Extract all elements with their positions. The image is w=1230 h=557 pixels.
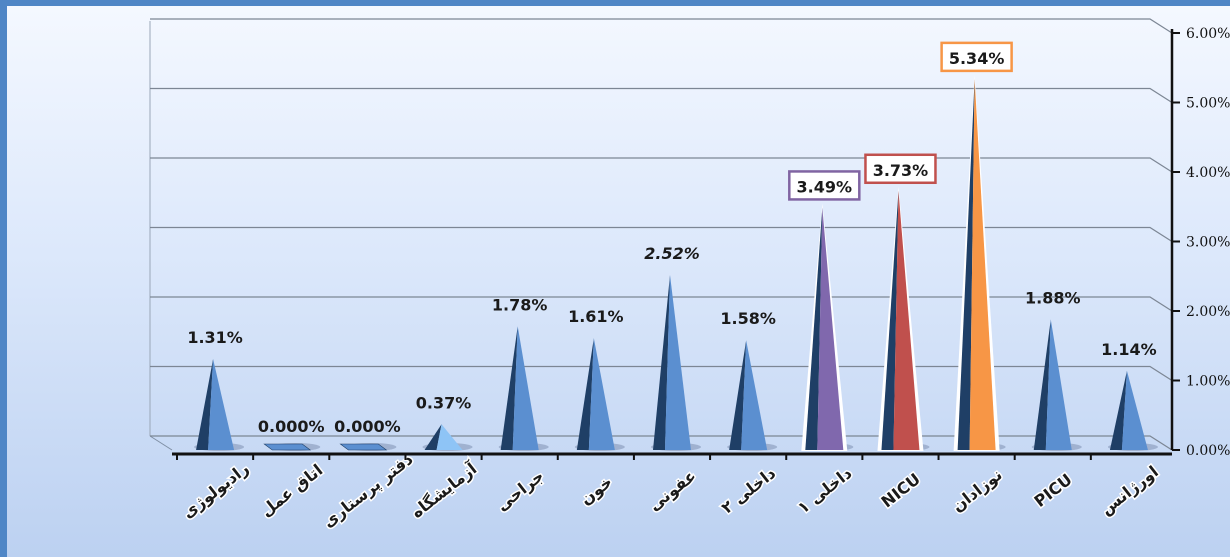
category-label-group: خون bbox=[575, 471, 617, 511]
category-label: NICU bbox=[878, 469, 924, 511]
category-label: جراحی bbox=[493, 466, 548, 515]
data-label-box bbox=[864, 153, 937, 185]
bar-face bbox=[436, 424, 463, 450]
gridline bbox=[150, 226, 1173, 243]
bar-face bbox=[1121, 370, 1148, 450]
data-label: 1.58% bbox=[720, 309, 776, 328]
category-label-group: دفتر پرستاری bbox=[317, 448, 418, 534]
gridline bbox=[150, 18, 1173, 34]
bar bbox=[339, 443, 388, 451]
category-label: دفتر پرستاری bbox=[319, 449, 417, 532]
bar bbox=[1109, 370, 1127, 450]
y-tick-label: 5.00% bbox=[1186, 96, 1230, 112]
data-label: 1.88% bbox=[1025, 288, 1081, 307]
category-label-group: نوزادان bbox=[947, 464, 1007, 518]
category-label-group: داخلی ۲ bbox=[716, 462, 781, 519]
data-label-box bbox=[940, 41, 1013, 73]
category-label-group: آزمایشگاه bbox=[405, 456, 482, 523]
y-tick-label: 0.00% bbox=[1186, 443, 1230, 459]
data-label: 0.37% bbox=[416, 393, 472, 412]
data-label: 1.14% bbox=[1101, 340, 1157, 359]
bar-face bbox=[969, 78, 996, 451]
bar bbox=[881, 190, 899, 450]
bar-face bbox=[741, 340, 768, 450]
bar bbox=[196, 358, 214, 450]
data-label: 1.61% bbox=[568, 307, 624, 326]
category-label-group: جراحی bbox=[491, 465, 549, 517]
category-label-group: داخلی ۱ bbox=[792, 462, 857, 519]
gridline bbox=[150, 365, 1173, 382]
chart-area: 0.00% 1.00% 2.00% 3.00% 4.00% 5.00% 6.00% 1.31%… bbox=[7, 6, 1230, 557]
bar bbox=[263, 443, 312, 451]
bar bbox=[805, 207, 823, 450]
y-tick-label: 6.00% bbox=[1186, 26, 1230, 42]
gridline bbox=[150, 87, 1173, 104]
data-label: 1.31% bbox=[187, 328, 243, 347]
bar bbox=[424, 424, 442, 450]
y-tick-label: 2.00% bbox=[1186, 304, 1230, 320]
bar bbox=[500, 326, 518, 450]
bar bbox=[729, 340, 747, 450]
gridline bbox=[150, 435, 1173, 451]
data-label: 1.78% bbox=[492, 295, 548, 314]
category-label: اتاق عمل bbox=[257, 460, 326, 520]
category-label: PICU bbox=[1031, 470, 1076, 511]
bar-face bbox=[208, 358, 235, 450]
gridline bbox=[150, 296, 1173, 312]
category-label: رادیولوژی bbox=[178, 459, 252, 523]
category-label: اورژانس bbox=[1097, 462, 1162, 519]
category-label-group: PICU bbox=[1029, 468, 1077, 512]
gridline bbox=[150, 157, 1173, 173]
data-label: 5.34% bbox=[949, 49, 1005, 68]
bar-chart: 0.00% 1.00% 2.00% 3.00% 4.00% 5.00% 6.00% 1.31%… bbox=[149, 18, 1230, 534]
category-label: نوزادان bbox=[948, 465, 1005, 516]
category-label-group: NICU bbox=[876, 468, 925, 513]
category-label: آزمایشگاه bbox=[407, 458, 481, 522]
data-label: 0.000% bbox=[334, 417, 401, 436]
y-tick-label: 4.00% bbox=[1186, 165, 1230, 181]
bar-face bbox=[512, 326, 539, 450]
bar-face bbox=[893, 190, 920, 450]
category-label: خون bbox=[576, 472, 615, 509]
y-tick-label: 3.00% bbox=[1186, 235, 1230, 251]
floor-edge bbox=[149, 435, 173, 451]
bar-face bbox=[665, 274, 691, 450]
bar-face bbox=[817, 207, 844, 450]
category-label-group: اتاق عمل bbox=[255, 459, 327, 522]
y-tick-label: 1.00% bbox=[1186, 374, 1230, 390]
bar bbox=[957, 78, 975, 451]
category-label: عفونی bbox=[645, 466, 700, 515]
data-label: 3.49% bbox=[797, 177, 853, 196]
data-label: 3.73% bbox=[873, 161, 929, 180]
category-label-group: عفونی bbox=[643, 465, 701, 517]
data-label: 0.000% bbox=[258, 417, 325, 436]
bar-face bbox=[588, 338, 615, 450]
category-label: داخلی ۱ bbox=[794, 463, 856, 517]
bar bbox=[1033, 319, 1051, 450]
bar bbox=[576, 338, 594, 450]
data-label: 2.52% bbox=[644, 244, 700, 263]
bar-face bbox=[1045, 319, 1072, 450]
category-label: داخلی ۲ bbox=[718, 463, 780, 517]
data-label-box bbox=[788, 170, 861, 201]
category-label-group: رادیولوژی bbox=[177, 457, 254, 524]
bar bbox=[653, 274, 670, 450]
category-label-group: اورژانس bbox=[1095, 460, 1163, 520]
